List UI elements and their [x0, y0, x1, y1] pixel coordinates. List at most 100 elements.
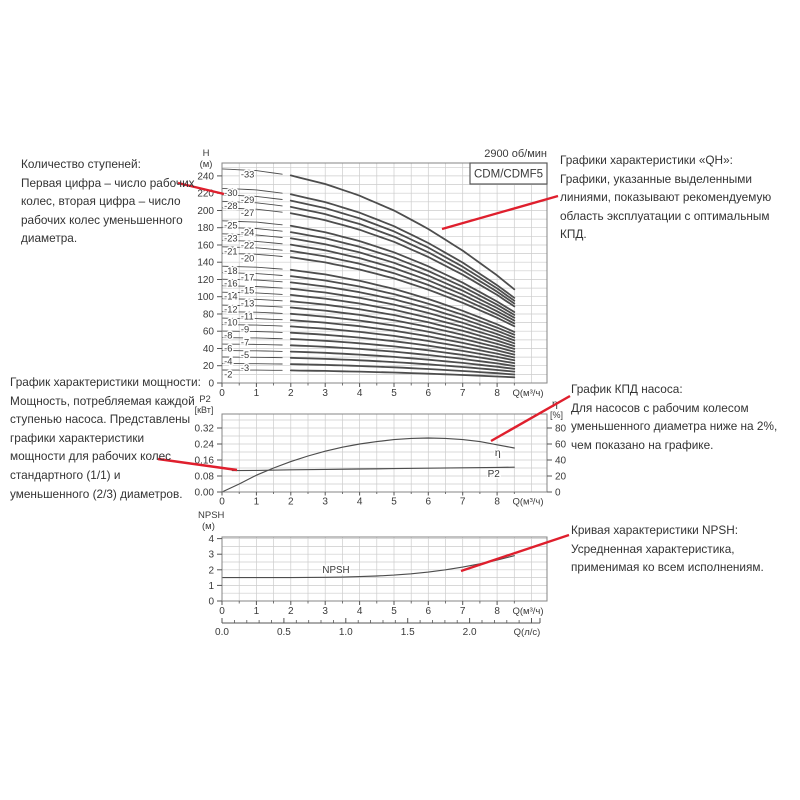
- svg-text:0.0: 0.0: [215, 627, 229, 638]
- svg-text:1: 1: [208, 581, 214, 592]
- annotation-stage-count-title: Количество ступеней:: [21, 157, 141, 171]
- qh-axes: 0 20 40 60 80 100 120 140 160 180 200 220 240 0 1 2 3 4 5 6…: [197, 148, 548, 399]
- svg-text:-30: -30: [224, 188, 237, 198]
- svg-text:4: 4: [357, 388, 363, 399]
- svg-text:Q(м³/ч): Q(м³/ч): [512, 497, 543, 508]
- svg-text:0: 0: [208, 379, 214, 390]
- svg-text:100: 100: [197, 292, 214, 303]
- svg-text:60: 60: [555, 440, 567, 451]
- svg-text:-7: -7: [241, 337, 249, 347]
- callout-lines: [157, 181, 571, 573]
- svg-text:160: 160: [197, 241, 214, 252]
- svg-text:2: 2: [288, 606, 294, 617]
- callout-line-stages: [177, 181, 225, 196]
- annotation-efficiency-curve-title: График КПД насоса:: [571, 382, 683, 396]
- svg-text:60: 60: [203, 327, 215, 338]
- svg-text:-23: -23: [224, 233, 237, 243]
- annotation-power-curve-body: Мощность, потребляемая каждой ступенью н…: [10, 393, 195, 501]
- svg-text:1: 1: [254, 606, 260, 617]
- svg-text:H: H: [203, 148, 210, 159]
- svg-text:-27: -27: [241, 208, 254, 218]
- svg-text:-33: -33: [241, 169, 254, 179]
- svg-text:2: 2: [288, 388, 294, 399]
- svg-text:1: 1: [254, 388, 260, 399]
- svg-text:140: 140: [197, 258, 214, 269]
- model-label: CDM/CDMF5: [474, 169, 543, 181]
- svg-text:5: 5: [391, 388, 397, 399]
- svg-text:-14: -14: [224, 292, 237, 302]
- annotation-qh-curves: Графики характеристики «QH»: Графики, ук…: [560, 151, 798, 244]
- svg-text:40: 40: [555, 456, 567, 467]
- svg-text:-21: -21: [224, 246, 237, 256]
- annotation-efficiency-curve: График КПД насоса: Для насосов с рабочим…: [571, 380, 800, 454]
- svg-text:0.24: 0.24: [195, 440, 215, 451]
- svg-text:-25: -25: [224, 220, 237, 230]
- svg-text:4: 4: [357, 497, 363, 508]
- callout-line-efficiency: [490, 394, 571, 443]
- annotation-npsh-curve-title: Кривая характеристики NPSH:: [571, 523, 739, 537]
- npsh-curves: [221, 555, 515, 579]
- svg-text:1: 1: [254, 497, 260, 508]
- svg-text:3: 3: [322, 497, 328, 508]
- svg-text:-22: -22: [241, 240, 254, 250]
- svg-text:0.08: 0.08: [195, 472, 215, 483]
- svg-text:1.5: 1.5: [401, 627, 415, 638]
- callout-line-qh: [441, 194, 559, 231]
- svg-text:7: 7: [460, 497, 466, 508]
- svg-text:-4: -4: [224, 357, 232, 367]
- svg-text:6: 6: [426, 388, 432, 399]
- svg-text:3: 3: [322, 388, 328, 399]
- annotation-stage-count-body: Первая цифра – число рабочих колес, втор…: [21, 175, 195, 246]
- svg-text:-13: -13: [241, 299, 254, 309]
- generated-charts: -33-30-29-28-27-25-24-23-22-21-20-18-17-…: [195, 148, 567, 638]
- svg-text:40: 40: [203, 344, 215, 355]
- svg-text:8: 8: [494, 497, 500, 508]
- callout-line-npsh: [460, 533, 570, 573]
- svg-text:-3: -3: [241, 363, 249, 373]
- svg-text:-5: -5: [241, 350, 249, 360]
- svg-text:P2: P2: [199, 394, 211, 405]
- npsh-curve-label: NPSH: [321, 564, 351, 578]
- svg-text:0.16: 0.16: [195, 456, 215, 467]
- svg-text:NPSH: NPSH: [322, 565, 349, 576]
- svg-text:2: 2: [208, 565, 214, 576]
- svg-text:-6: -6: [224, 344, 232, 354]
- svg-text:5: 5: [391, 497, 397, 508]
- svg-text:0.5: 0.5: [277, 627, 291, 638]
- svg-text:[кВт]: [кВт]: [195, 405, 214, 415]
- svg-text:8: 8: [494, 388, 500, 399]
- svg-text:-8: -8: [224, 331, 232, 341]
- power-axes: 0.00 0.08 0.16 0.24 0.32 0 20 40 60 80 0 1 2 3 4 5 6 7 8 P2…: [195, 394, 567, 508]
- svg-text:6: 6: [426, 497, 432, 508]
- svg-text:-18: -18: [224, 266, 237, 276]
- svg-text:4: 4: [208, 534, 214, 545]
- power-curve-labels: η P2: [486, 446, 502, 482]
- svg-text:8: 8: [494, 606, 500, 617]
- svg-text:-17: -17: [241, 273, 254, 283]
- svg-text:-15: -15: [241, 286, 254, 296]
- svg-text:[%]: [%]: [550, 410, 563, 420]
- annotation-qh-curves-title: Графики характеристики «QH»:: [560, 153, 733, 167]
- svg-text:(м): (м): [200, 159, 213, 170]
- svg-text:0.00: 0.00: [195, 488, 215, 499]
- svg-text:-12: -12: [224, 305, 237, 315]
- svg-text:120: 120: [197, 275, 214, 286]
- svg-text:0: 0: [219, 606, 225, 617]
- svg-text:3: 3: [322, 606, 328, 617]
- svg-text:Q(л/с): Q(л/с): [514, 627, 541, 638]
- npsh-grid: [222, 537, 547, 601]
- qh-curves: [221, 168, 516, 379]
- svg-text:-29: -29: [241, 195, 254, 205]
- svg-text:220: 220: [197, 189, 214, 200]
- annotation-power-curve: График характеристики мощности: Мощность…: [10, 373, 201, 503]
- svg-text:0: 0: [555, 488, 561, 499]
- svg-text:-2: -2: [224, 370, 232, 380]
- svg-text:2: 2: [288, 497, 294, 508]
- svg-text:1.0: 1.0: [339, 627, 353, 638]
- svg-text:7: 7: [460, 388, 466, 399]
- power-curves: [221, 437, 515, 493]
- svg-text:NPSH: NPSH: [198, 510, 225, 521]
